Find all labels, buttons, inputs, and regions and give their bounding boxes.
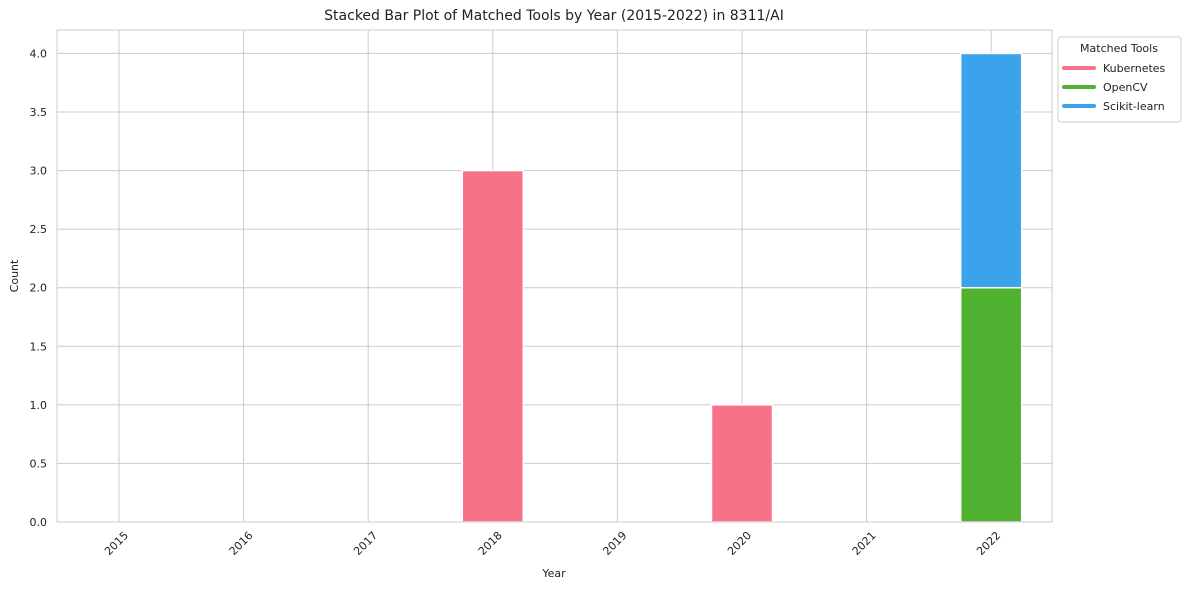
x-tick-labels: 2015 2016 2017 2018 2019 2020 2021 2022 (102, 529, 1003, 558)
x-tick-label: 2019 (600, 529, 629, 558)
y-tick-label: 2.5 (30, 223, 48, 236)
bar-scikit-learn-2022 (959, 52, 1023, 289)
y-tick-label: 4.0 (30, 47, 48, 60)
plot-frame (56, 29, 1053, 523)
y-tick-label: 0.0 (30, 516, 48, 529)
x-tick-label: 2015 (102, 529, 131, 558)
legend-label: Kubernetes (1103, 62, 1166, 75)
bar-kubernetes-2020 (710, 404, 774, 523)
x-tick-label: 2018 (476, 529, 505, 558)
x-tick-label: 2021 (850, 529, 879, 558)
legend-box (1057, 36, 1182, 123)
y-tick-label: 1.0 (30, 399, 48, 412)
grid-lines (57, 30, 1052, 523)
bar-opencv-2022 (959, 286, 1023, 523)
legend: Matched Tools Kubernetes OpenCV Scikit-lea… (1057, 36, 1182, 123)
legend-items: Kubernetes OpenCV Scikit-learn (1062, 62, 1166, 113)
y-tick-labels: 0.0 0.5 1.0 1.5 2.0 2.5 3.0 3.5 4.0 (30, 47, 48, 529)
x-tick-label: 2022 (974, 529, 1003, 558)
x-axis-label: Year (541, 567, 566, 580)
legend-label: OpenCV (1103, 81, 1148, 94)
legend-label: Scikit-learn (1103, 100, 1165, 113)
x-tick-label: 2017 (351, 529, 380, 558)
y-tick-label: 1.5 (30, 340, 48, 353)
chart-title: Stacked Bar Plot of Matched Tools by Yea… (324, 8, 784, 24)
y-tick-label: 3.0 (30, 165, 48, 178)
x-tick-label: 2020 (725, 529, 754, 558)
legend-title: Matched Tools (1080, 42, 1158, 55)
bar-kubernetes-2018 (461, 169, 525, 523)
x-tick-label: 2016 (227, 529, 256, 558)
y-axis-label: Count (8, 259, 21, 292)
bars (461, 52, 1023, 523)
y-tick-label: 2.0 (30, 282, 48, 295)
y-tick-label: 3.5 (30, 106, 48, 119)
y-tick-label: 0.5 (30, 457, 48, 470)
